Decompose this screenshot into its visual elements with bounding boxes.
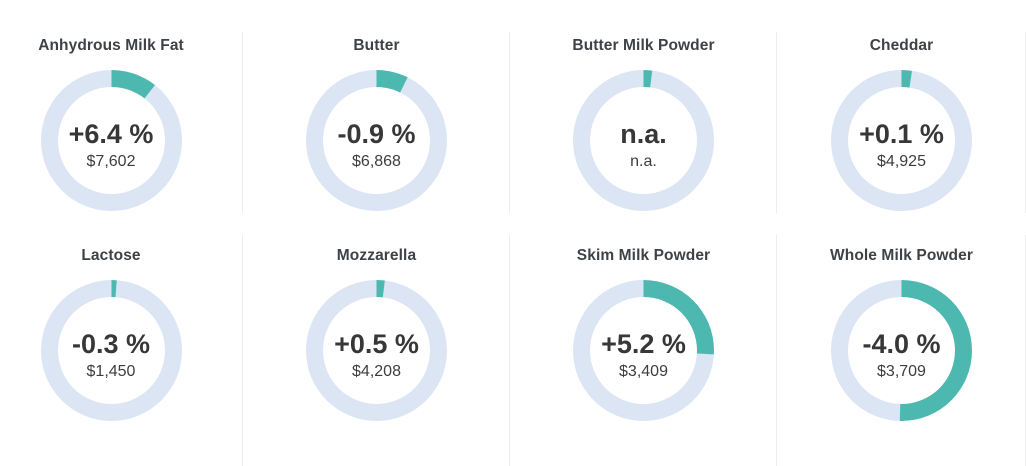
donut-center: -0.3 % $1,450 [57, 297, 165, 404]
donut-center-text: -0.9 % $6,868 [337, 119, 415, 172]
price-value: $3,409 [619, 363, 668, 380]
donut-center-text: +0.1 % $4,925 [859, 119, 944, 172]
donut-center-text: -0.3 % $1,450 [72, 329, 150, 382]
price-value: $1,450 [86, 363, 136, 380]
product-tile[interactable]: Butter Milk Powder n.a. n.a. [510, 0, 777, 222]
price-value: $6,868 [352, 153, 401, 170]
product-tile[interactable]: Mozzarella +0.5 % $4,208 [243, 222, 510, 466]
product-tile[interactable]: Skim Milk Powder +5.2 % $3,409 [510, 222, 777, 466]
donut-center: +0.5 % $4,208 [323, 297, 430, 404]
column-divider [776, 32, 777, 213]
donut-chart[interactable]: n.a. n.a. [573, 70, 714, 211]
column-divider [242, 235, 243, 466]
donut-chart[interactable]: +0.5 % $4,208 [306, 280, 447, 421]
donut-center-text: n.a. n.a. [620, 119, 667, 172]
donut-center: -4.0 % $3,709 [848, 297, 955, 404]
price-change-percent: n.a. [620, 119, 667, 149]
product-tile[interactable]: Whole Milk Powder -4.0 % $3,709 [777, 222, 1026, 466]
donut-center: +6.4 % $7,602 [57, 87, 165, 194]
donut-center-text: +6.4 % $7,602 [69, 119, 154, 172]
product-name: Cheddar [869, 37, 934, 54]
donut-center: n.a. n.a. [590, 87, 697, 194]
donut-center: -0.9 % $6,868 [323, 87, 430, 194]
donut-center-text: +0.5 % $4,208 [334, 329, 419, 382]
price-change-percent: +0.1 % [859, 119, 944, 149]
price-value: n.a. [630, 153, 657, 170]
donut-center: +0.1 % $4,925 [848, 87, 955, 194]
price-value: $7,602 [86, 153, 136, 170]
price-value: $4,925 [877, 153, 926, 170]
product-name: Skim Milk Powder [576, 247, 711, 264]
product-tile[interactable]: Cheddar +0.1 % $4,925 [777, 0, 1026, 222]
product-tile[interactable]: Butter -0.9 % $6,868 [243, 0, 510, 222]
column-divider [776, 235, 777, 466]
price-value: $3,709 [877, 363, 926, 380]
donut-chart[interactable]: +5.2 % $3,409 [573, 280, 714, 421]
price-change-percent: +5.2 % [601, 329, 686, 359]
donut-chart[interactable]: +0.1 % $4,925 [831, 70, 972, 211]
product-name: Whole Milk Powder [830, 247, 973, 264]
product-tile[interactable]: Lactose -0.3 % $1,450 [0, 222, 243, 466]
price-change-percent: -0.9 % [337, 119, 416, 149]
price-change-percent: +6.4 % [68, 119, 154, 149]
product-tile[interactable]: Anhydrous Milk Fat +6.4 % $7,602 [0, 0, 243, 222]
product-name: Butter [353, 37, 400, 54]
column-divider [509, 32, 510, 213]
column-divider [509, 235, 510, 466]
product-name: Lactose [81, 247, 141, 264]
price-change-percent: +0.5 % [334, 329, 419, 359]
donut-chart[interactable]: -0.3 % $1,450 [40, 280, 182, 421]
column-divider [242, 32, 243, 213]
donut-chart[interactable]: -4.0 % $3,709 [831, 280, 972, 421]
product-name: Mozzarella [336, 247, 417, 264]
product-name: Butter Milk Powder [572, 37, 715, 54]
donut-chart[interactable]: +6.4 % $7,602 [40, 70, 182, 211]
donut-center-text: -4.0 % $3,709 [862, 329, 940, 382]
price-change-percent: -4.0 % [862, 329, 941, 359]
donut-chart[interactable]: -0.9 % $6,868 [306, 70, 447, 211]
price-value: $4,208 [352, 363, 401, 380]
donut-center-text: +5.2 % $3,409 [601, 329, 686, 382]
product-name: Anhydrous Milk Fat [38, 37, 184, 54]
price-change-percent: -0.3 % [71, 329, 151, 359]
donut-center: +5.2 % $3,409 [590, 297, 697, 404]
